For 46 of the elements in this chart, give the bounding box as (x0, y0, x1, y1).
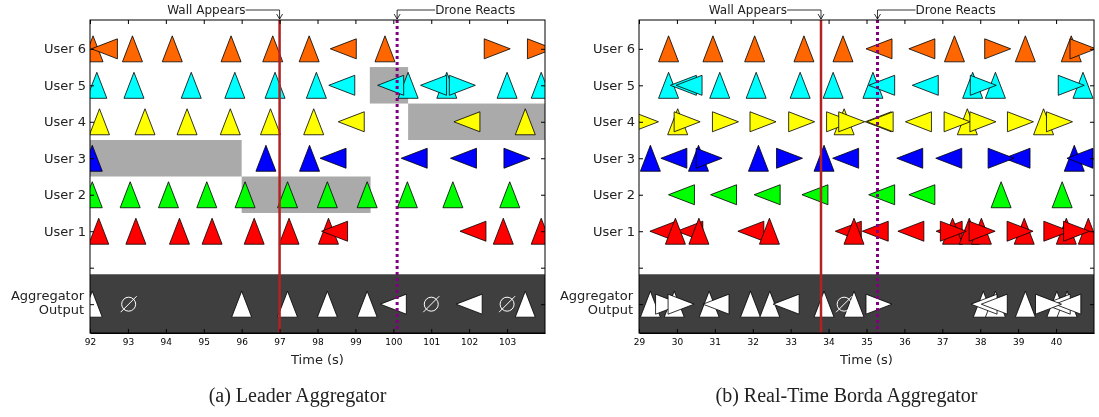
x-tick-label: 30 (671, 337, 684, 348)
x-tick-label: 103 (498, 337, 517, 348)
x-tick-label: 96 (236, 337, 249, 348)
y-tick-label: User 1 (43, 223, 86, 239)
x-tick-label: 40 (1050, 337, 1063, 348)
x-tick-label: 93 (122, 337, 135, 348)
x-tick-label: 92 (84, 337, 97, 348)
ref-line-label: Drone Reacts (915, 3, 996, 17)
x-tick-label: 101 (423, 337, 441, 348)
x-tick-label: 34 (823, 337, 836, 348)
y-tick-label: User 2 (592, 187, 635, 203)
y-tick-label: User 5 (43, 77, 86, 93)
x-axis-title: Time (s) (839, 352, 893, 367)
x-tick-label: 94 (160, 337, 173, 348)
x-tick-label: 39 (1012, 337, 1025, 348)
x-tick-label: 97 (274, 337, 286, 348)
x-axis-title: Time (s) (290, 352, 344, 367)
x-tick-label: 31 (709, 337, 722, 348)
y-tick-label: User 2 (43, 187, 86, 203)
y-tick-label: Aggregator Output (10, 288, 85, 318)
x-tick-label: 29 (633, 337, 646, 348)
y-tick-label: User 4 (592, 114, 635, 130)
ref-line-label: Wall Appears (708, 3, 787, 17)
y-tick-label: Aggregator Output (559, 288, 634, 318)
x-tick-label: 95 (198, 337, 210, 348)
x-tick-label: 102 (461, 337, 479, 348)
text: (b) Real-Time Borda Aggregator (715, 384, 978, 407)
x-tick-label: 32 (747, 337, 759, 348)
y-tick-label: User 1 (592, 223, 635, 239)
ref-line-label: Wall Appears (167, 3, 246, 17)
text: (a) Leader Aggregator (208, 384, 387, 407)
x-tick-label: 98 (312, 337, 324, 348)
ref-line-label: Drone Reacts (435, 3, 516, 17)
y-tick-label: User 3 (43, 150, 86, 166)
x-tick-label: 100 (385, 337, 403, 348)
x-tick-label: 33 (785, 337, 797, 348)
x-tick-label: 99 (350, 337, 362, 348)
y-tick-label: User 3 (592, 150, 635, 166)
y-tick-label: User 6 (592, 41, 635, 57)
y-tick-label: User 5 (592, 77, 635, 93)
x-tick-label: 38 (975, 337, 987, 348)
y-tick-label: User 6 (43, 41, 86, 57)
y-tick-label: User 4 (43, 114, 86, 130)
x-tick-label: 37 (937, 337, 949, 348)
x-tick-label: 35 (861, 337, 873, 348)
x-tick-label: 36 (899, 337, 911, 348)
